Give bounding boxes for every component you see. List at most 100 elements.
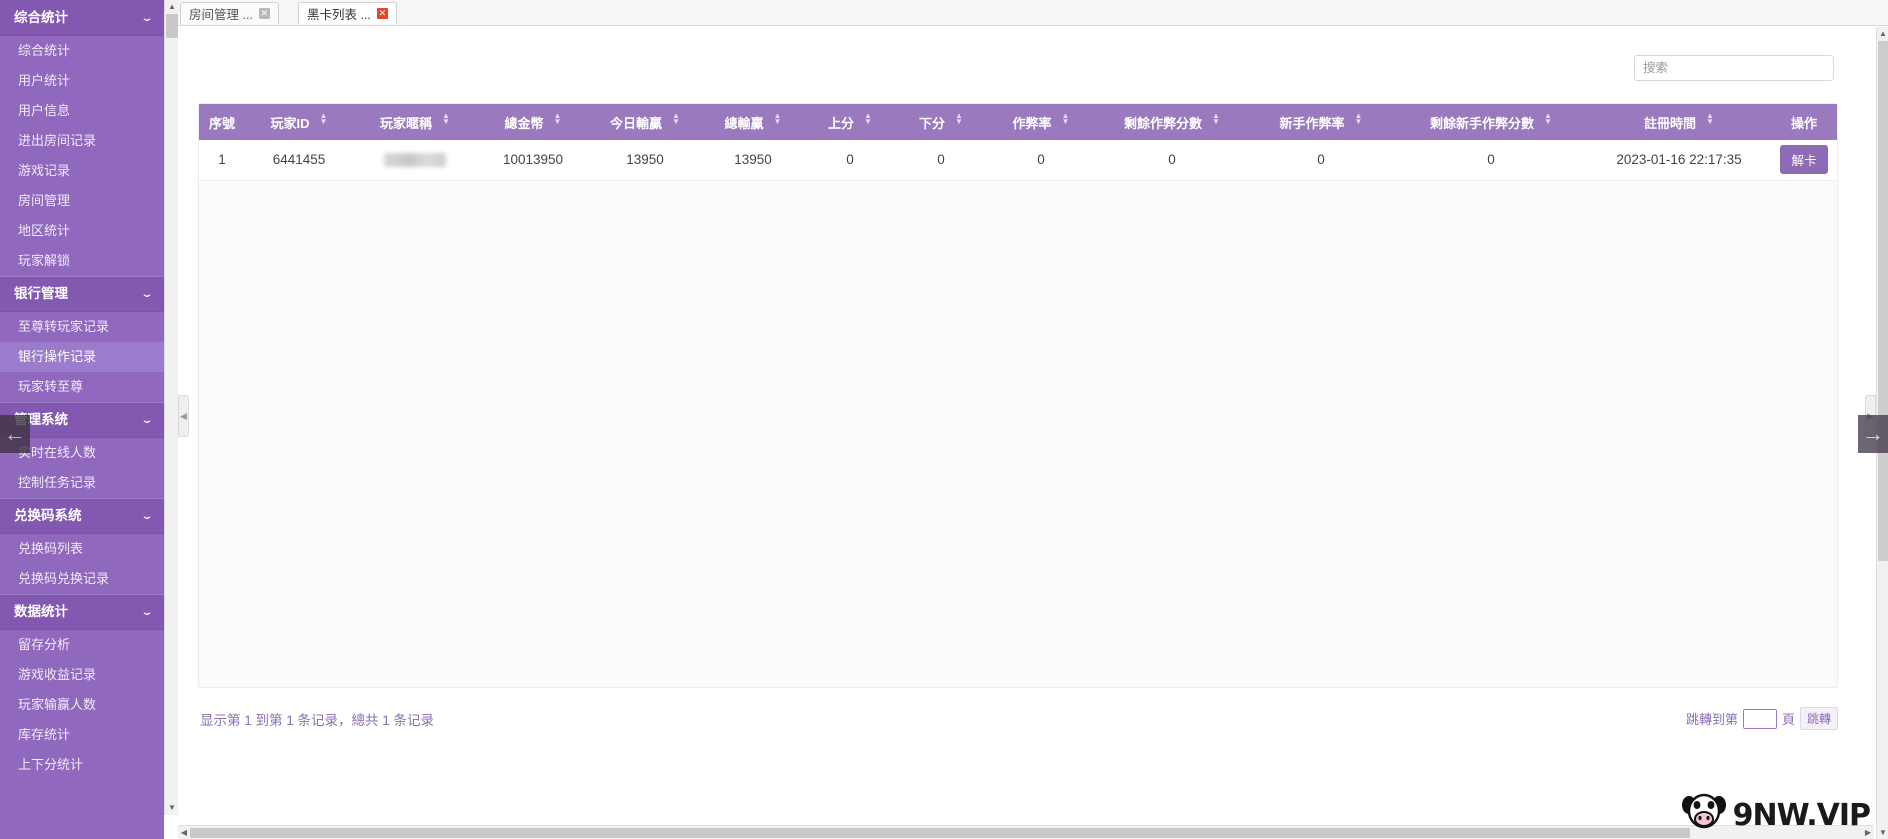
collapse-sidebar-handle[interactable]: ◀ [178, 395, 189, 437]
sort-arrows-icon[interactable]: ▲ ▼ [442, 111, 450, 126]
tab-label: 房间管理 ... [189, 8, 253, 22]
data-panel: 序號玩家ID▲▼玩家暱稱▲▼總金幣▲▼今日輸贏▲▼總輸贏▲▼上分▲▼下分▲▼作弊… [178, 27, 1862, 799]
sidebar-item-0-5[interactable]: 房间管理 [18, 193, 71, 208]
column-header-3[interactable]: 總金幣 ▲ ▼ [477, 104, 589, 140]
column-header-10[interactable]: 新手作弊率 ▲ ▼ [1249, 104, 1393, 140]
column-header-label: 剩餘作弊分數 [1124, 115, 1203, 131]
tab-0[interactable]: 房间管理 ... ✕ [180, 2, 279, 24]
sidebar-item-4-3[interactable]: 库存统计 [18, 727, 71, 742]
table-container: 序號 玩家ID ▲ ▼ 玩家暱稱 ▲ ▼ 總金幣 ▲ ▼ 今日輸贏 ▲ ▼ 總輸贏 ▲ ▼ 上分 ▲ ▼ 下分 ▲ ▼ 作弊… [198, 103, 1838, 688]
chevron-down-icon: ⌄ [140, 414, 154, 426]
sidebar-item-1-0[interactable]: 至尊转玩家记录 [18, 319, 110, 334]
column-header-inner: 玩家暱稱 ▲ ▼ [380, 111, 450, 132]
column-header-label: 總輸贏 [724, 115, 764, 131]
column-header-inner: 新手作弊率 ▲ ▼ [1279, 111, 1363, 132]
watermark-text: 9NW.VIP [1732, 798, 1871, 833]
sidebar-scroll-up-icon[interactable]: ▲ [165, 0, 179, 14]
close-icon[interactable]: ✕ [376, 8, 388, 19]
cow-icon [1681, 793, 1726, 829]
sidebar-item-0-6[interactable]: 地区统计 [18, 223, 71, 238]
sidebar-scroll-thumb[interactable] [166, 14, 178, 38]
hscroll-thumb[interactable] [190, 828, 1690, 838]
column-header-9[interactable]: 剩餘作弊分數 ▲ ▼ [1095, 104, 1249, 140]
sidebar-item-1-2[interactable]: 玩家转至尊 [18, 379, 84, 394]
table-header-row: 序號 玩家ID ▲ ▼ 玩家暱稱 ▲ ▼ 總金幣 ▲ ▼ 今日輸贏 ▲ ▼ 總輸贏 ▲ ▼ 上分 ▲ ▼ 下分 ▲ ▼ 作弊… [199, 104, 1837, 140]
column-header-5[interactable]: 總輸贏 ▲ ▼ [701, 104, 805, 140]
chevron-down-icon: ⌄ [140, 11, 154, 24]
sidebar-scrollbar[interactable]: ▲ ▼ [164, 0, 179, 815]
column-header-11[interactable]: 剩餘新手作弊分數 ▲ ▼ [1393, 104, 1589, 140]
vscroll-down-icon[interactable]: ▼ [1879, 828, 1887, 837]
sidebar-item-2-0[interactable]: 实时在线人数 [18, 445, 97, 460]
column-header-7[interactable]: 下分 ▲ ▼ [895, 104, 987, 140]
hscroll-right-icon[interactable]: ▶ [1864, 828, 1872, 837]
column-header-4[interactable]: 今日輸贏 ▲ ▼ [589, 104, 701, 140]
sort-arrows-icon[interactable]: ▲ ▼ [864, 111, 872, 126]
goto-prefix-label: 跳轉到第 [1685, 712, 1738, 727]
chevron-down-icon: ⌄ [140, 288, 154, 300]
sidebar-item-0-4[interactable]: 游戏记录 [18, 163, 71, 178]
table-body: 1 6441455 10013950 13950 13950 0 0 0 0 0 0 2023-01-… [199, 140, 1837, 181]
horizontal-scrollbar[interactable]: ◀ ▶ [178, 825, 1874, 839]
sort-arrows-icon[interactable]: ▲ ▼ [319, 111, 328, 126]
sort-arrows-icon[interactable]: ▲ ▼ [1212, 111, 1220, 126]
sort-arrows-icon[interactable]: ▲ ▼ [1706, 111, 1714, 126]
sidebar-item-4-4[interactable]: 上下分统计 [18, 757, 84, 772]
column-header-2[interactable]: 玩家暱稱 ▲ ▼ [353, 104, 477, 140]
sidebar-item-4-1[interactable]: 游戏收益记录 [18, 667, 97, 682]
column-header-label: 作弊率 [1012, 115, 1052, 131]
goto-page-button[interactable]: 跳轉 [1799, 707, 1838, 730]
unlock-card-button[interactable]: 解卡 [1780, 145, 1828, 175]
sidebar-group-3[interactable]: 兑换码系统 ⌄ [0, 498, 164, 534]
goto-page-input[interactable] [1742, 708, 1777, 729]
column-header-8[interactable]: 作弊率 ▲ ▼ [987, 104, 1095, 140]
sidebar-group-0[interactable]: 综合统计 ⌄ [0, 0, 164, 36]
sidebar-item-0-2[interactable]: 用户信息 [18, 103, 71, 118]
column-header-inner: 作弊率 ▲ ▼ [1012, 111, 1070, 132]
sort-arrows-icon[interactable]: ▲ ▼ [1354, 111, 1363, 126]
column-header-12[interactable]: 註冊時間 ▲ ▼ [1589, 104, 1769, 140]
vscroll-up-icon[interactable]: ▲ [1879, 29, 1887, 38]
sidebar-item-0-1[interactable]: 用户统计 [18, 73, 71, 88]
hscroll-left-icon[interactable]: ◀ [180, 828, 188, 837]
sort-arrows-icon[interactable]: ▲ ▼ [1544, 111, 1552, 126]
sort-arrows-icon[interactable]: ▲ ▼ [553, 111, 562, 126]
cell-cheat-rate: 0 [987, 140, 1095, 181]
nav-forward-button[interactable]: → [1858, 415, 1888, 453]
vscroll-thumb[interactable] [1878, 41, 1888, 561]
sidebar-item-2-1[interactable]: 控制任务记录 [18, 475, 97, 490]
record-count-label: 显示第 1 到第 1 条记录，總共 1 条记录 [200, 713, 435, 728]
sidebar-item-0-0[interactable]: 综合统计 [18, 43, 71, 58]
cell-action: 解卡 [1769, 140, 1837, 181]
sort-arrows-icon[interactable]: ▲ ▼ [955, 111, 963, 126]
column-header-inner: 上分 ▲ ▼ [828, 111, 872, 132]
sidebar-item-0-7[interactable]: 玩家解锁 [18, 253, 71, 268]
sidebar-item-3-1[interactable]: 兑换码兑换记录 [18, 571, 110, 586]
column-header-6[interactable]: 上分 ▲ ▼ [805, 104, 895, 140]
tab-1[interactable]: 黑卡列表 ... ✕ [298, 2, 397, 24]
column-header-label: 操作 [1790, 115, 1817, 131]
sidebar-item-4-2[interactable]: 玩家输赢人数 [18, 697, 97, 712]
close-icon[interactable]: ✕ [258, 8, 270, 19]
search-input[interactable] [1634, 55, 1834, 81]
column-header-inner: 註冊時間 ▲ ▼ [1644, 111, 1714, 132]
sidebar-item-3-0[interactable]: 兑换码列表 [18, 541, 84, 556]
sidebar-group-label: 综合统计 [14, 9, 68, 25]
column-header-label: 上分 [828, 115, 855, 131]
sidebar-item-4-0[interactable]: 留存分析 [18, 637, 71, 652]
cell-total-coins: 10013950 [477, 140, 589, 181]
nav-back-button[interactable]: ← [0, 415, 30, 453]
column-header-label: 新手作弊率 [1279, 115, 1345, 131]
sidebar-scroll-down-icon[interactable]: ▼ [165, 801, 179, 815]
column-header-1[interactable]: 玩家ID ▲ ▼ [245, 104, 353, 140]
sort-arrows-icon[interactable]: ▲ ▼ [672, 111, 680, 126]
sidebar-item-1-1[interactable]: 银行操作记录 [0, 342, 164, 372]
sort-arrows-icon[interactable]: ▲ ▼ [1061, 111, 1070, 126]
cell-nickname [353, 140, 477, 181]
sidebar-group-label: 银行管理 [14, 286, 68, 301]
sort-arrows-icon[interactable]: ▲ ▼ [773, 111, 782, 126]
sidebar-group-1[interactable]: 银行管理 ⌄ [0, 276, 164, 312]
sidebar-item-0-3[interactable]: 进出房间记录 [18, 133, 97, 148]
sidebar-group-4[interactable]: 数据统计 ⌄ [0, 594, 164, 630]
